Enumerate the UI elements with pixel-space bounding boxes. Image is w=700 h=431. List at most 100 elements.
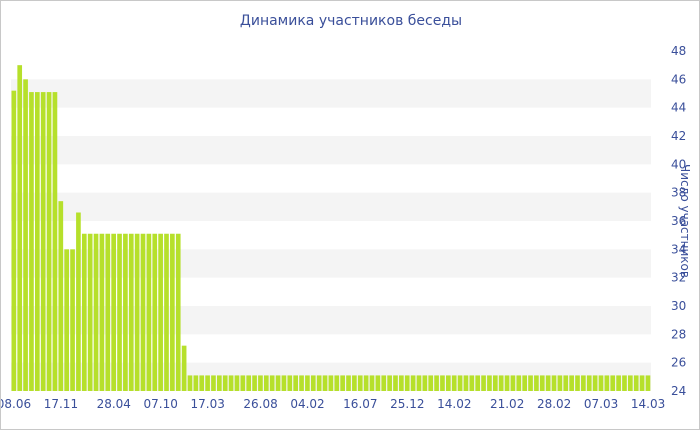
bar — [299, 375, 304, 391]
bar — [545, 375, 551, 391]
bar — [551, 375, 557, 391]
bar — [598, 375, 604, 391]
bar — [410, 375, 416, 391]
x-tick-label: 04.02 — [290, 397, 324, 411]
x-tick-label: 17.03 — [191, 397, 225, 411]
y-tick-label: 40 — [671, 157, 686, 171]
bar — [146, 233, 152, 391]
bar — [76, 212, 81, 391]
bar — [175, 233, 181, 391]
bar — [539, 375, 545, 391]
bar — [287, 375, 293, 391]
x-tick-label: 16.07 — [343, 397, 377, 411]
bar — [29, 92, 34, 391]
bar — [322, 375, 328, 391]
bar — [111, 233, 116, 391]
bar — [622, 375, 627, 391]
bar — [52, 92, 58, 391]
bar — [152, 233, 158, 391]
bar — [534, 375, 539, 391]
bar — [363, 375, 369, 391]
y-axis-title: Число участников — [678, 164, 692, 278]
x-tick-label: 14.03 — [631, 397, 665, 411]
bar — [357, 375, 363, 391]
bar — [369, 375, 375, 391]
bar — [211, 375, 216, 391]
bar — [193, 375, 199, 391]
x-tick-label: 26.08 — [243, 397, 277, 411]
y-tick-label: 32 — [671, 271, 686, 285]
bar — [504, 375, 510, 391]
bar — [123, 233, 128, 391]
bar — [399, 375, 404, 391]
bar — [334, 375, 340, 391]
bar — [275, 375, 281, 391]
bar — [346, 375, 351, 391]
bar — [381, 375, 387, 391]
bar — [240, 375, 246, 391]
grid-band — [11, 192, 651, 221]
bar — [128, 233, 134, 391]
bar — [387, 375, 392, 391]
bar — [475, 375, 481, 391]
y-tick-label: 34 — [671, 242, 686, 256]
bar — [99, 233, 105, 391]
x-tick-label: 14.02 — [437, 397, 471, 411]
bar — [199, 375, 205, 391]
bar — [639, 375, 645, 391]
bar — [487, 375, 492, 391]
bar — [633, 375, 639, 391]
x-tick-label: 28.02 — [537, 397, 571, 411]
y-tick-label: 28 — [671, 327, 686, 341]
bar — [645, 375, 651, 391]
bar — [393, 375, 398, 391]
y-tick-label: 36 — [671, 214, 686, 228]
bar — [234, 375, 240, 391]
x-tick-label: 17.11 — [44, 397, 78, 411]
x-tick-label: 08.06 — [1, 397, 31, 411]
bar — [510, 375, 516, 391]
bar — [340, 375, 345, 391]
bar — [440, 375, 445, 391]
bar — [416, 375, 422, 391]
bar — [158, 233, 163, 391]
bar — [516, 375, 522, 391]
grid-band — [11, 136, 651, 165]
y-tick-label: 38 — [671, 186, 686, 200]
bar — [569, 375, 574, 391]
bar — [563, 375, 569, 391]
x-tick-label: 07.10 — [144, 397, 178, 411]
bar — [134, 233, 140, 391]
bar — [457, 375, 463, 391]
bar — [87, 233, 93, 391]
bar — [170, 233, 175, 391]
y-tick-label: 46 — [671, 72, 686, 86]
x-axis-ticks: 08.06 17.11 28.04 07.10 17.03 26.08 04.02 16.07… — [1, 397, 665, 411]
bar — [281, 375, 287, 391]
bar — [481, 375, 486, 391]
bar — [528, 375, 533, 391]
bar — [81, 233, 87, 391]
bar — [205, 375, 210, 391]
bar — [181, 345, 187, 391]
bar — [628, 375, 633, 391]
bar — [446, 375, 451, 391]
bar — [610, 375, 616, 391]
bar — [217, 375, 222, 391]
bar — [328, 375, 334, 391]
bar — [434, 375, 439, 391]
bar — [310, 375, 316, 391]
bar-series — [11, 65, 651, 392]
y-tick-label: 24 — [671, 384, 686, 398]
bar — [581, 375, 586, 391]
bar — [11, 90, 17, 392]
bar — [305, 375, 310, 391]
bar — [375, 375, 381, 391]
bar — [93, 233, 99, 391]
bar — [58, 201, 64, 391]
bar — [604, 375, 610, 391]
bar — [105, 233, 111, 391]
y-tick-label: 26 — [671, 356, 686, 370]
